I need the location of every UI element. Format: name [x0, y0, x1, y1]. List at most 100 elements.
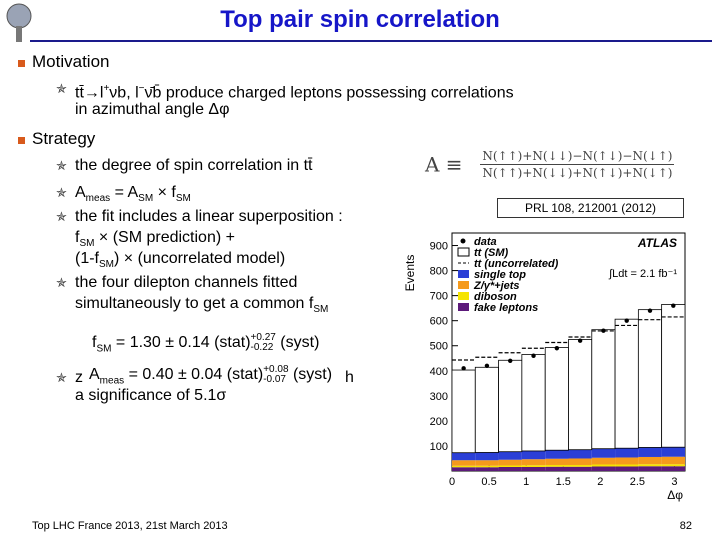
x-tick-label: 0.5: [481, 476, 496, 488]
superscript: +0.08: [263, 364, 289, 375]
bar-segment: [614, 318, 639, 449]
section-heading: Motivation: [32, 52, 110, 71]
y-tick-label: 700: [430, 291, 448, 303]
bullet-line: fSM × (SM prediction) +: [75, 228, 235, 254]
bullet-line: h: [345, 369, 354, 386]
text: νb, l: [109, 84, 139, 102]
lumi-label: ∫Ldt = 2.1 fb⁻¹: [608, 268, 677, 280]
text: A: [75, 184, 86, 201]
bar-segment: [661, 447, 685, 457]
chart: 100 200 300 400 500 600 700 800 900 0 0.5 1 1.5 2 2.5 3…: [403, 232, 686, 502]
legend-label: tt (SM): [474, 247, 509, 259]
reference: PRL 108, 212001 (2012): [497, 198, 684, 218]
fraction: N(↑↑)+N(↓↓)−N(↑↓)−N(↓↑) N(↑↑)+N(↓↓)+N(↑↓…: [480, 148, 675, 181]
subscript: SM: [99, 259, 114, 271]
y-tick-label: 600: [430, 316, 448, 328]
bar-segment: [638, 456, 662, 465]
bullet: [18, 137, 25, 144]
sup-sub: +0.08 -0.07: [263, 365, 288, 385]
bar-segment: [545, 458, 569, 465]
x-tick-label: 2.5: [630, 476, 645, 488]
sup-sub: +0.27 -0.22: [251, 333, 276, 353]
subscript: SM: [175, 193, 191, 205]
text: simultaneously to get a common f: [75, 295, 314, 312]
bullet-line: z: [75, 369, 83, 386]
x-tick-label: 1.5: [556, 476, 571, 488]
bar-segment: [498, 451, 522, 460]
bar-segment: [568, 339, 593, 451]
bar-segment: [498, 359, 523, 453]
text: the fit includes a linear superposition …: [75, 208, 343, 225]
x-tick-label: 2: [597, 476, 603, 488]
data-point: [554, 346, 560, 351]
text: f: [75, 229, 80, 246]
bar-segment: [521, 354, 546, 452]
legend-label: tt (uncorrelated): [474, 258, 559, 270]
bar-segment: [521, 459, 546, 466]
page-number: 82: [679, 520, 692, 532]
subscript: SM: [79, 238, 95, 250]
y-tick-label: 900: [430, 241, 448, 253]
slide-title: Top pair spin correlation: [220, 6, 500, 33]
text: the degree of spin correlation in tt̄: [75, 157, 313, 174]
result-fsm: fSM = 1.30 ± 0.14 (stat) +0.27 -0.22 (syst…: [89, 332, 323, 356]
bar-segment: [452, 465, 476, 468]
subscript: meas: [99, 375, 125, 387]
bar-segment: [568, 464, 592, 467]
sub-bullet: ✯: [56, 275, 67, 290]
text: (syst): [288, 366, 333, 384]
bar-segment: [452, 460, 476, 466]
text: A: [89, 366, 100, 384]
bar-segment: [591, 464, 616, 467]
bar-segment: [451, 369, 476, 454]
text: ) × (uncorrelated model): [114, 250, 286, 267]
bar-segment: [475, 465, 499, 468]
text: in azimuthal angle Δφ: [75, 101, 230, 118]
sub-bullet: ✯: [56, 158, 67, 173]
bar-segment: [638, 464, 662, 467]
bar-segment: [591, 466, 616, 471]
data-point: [601, 328, 606, 333]
legend-swatch: [457, 247, 470, 257]
bar-segment: [521, 466, 546, 471]
bar-segment: [568, 466, 592, 471]
x-tick-label: 1: [523, 476, 529, 488]
text: = A: [110, 184, 139, 201]
x-tick-label: 0: [449, 476, 455, 488]
legend-swatch: [460, 238, 466, 244]
superscript: −: [138, 83, 145, 94]
bar-segment: [615, 448, 639, 458]
text: (syst): [275, 334, 320, 352]
text: × (SM prediction) +: [94, 229, 235, 246]
text: f: [92, 334, 97, 352]
text: ν̄b̄ produce charged leptons possessing …: [144, 84, 514, 102]
bar-segment: [591, 457, 616, 465]
data-point: [531, 353, 536, 358]
bar-segment: [521, 450, 546, 460]
bullet-line: (1-fSM) × (uncorrelated model): [75, 249, 285, 275]
subscript: -0.07: [263, 374, 286, 385]
data-point: [671, 303, 676, 308]
bar-segment: [637, 309, 663, 448]
bar-segment: [545, 464, 569, 467]
bullet-line: simultaneously to get a common fSM: [75, 294, 328, 320]
superscript: +: [103, 83, 110, 94]
legend-label: data: [474, 236, 497, 248]
data-point: [647, 308, 653, 313]
text: × f: [153, 184, 176, 201]
bullet-line: Ameas = ASM × fSM: [75, 183, 191, 209]
legend-label: single top: [474, 269, 526, 281]
bar-segment: [498, 465, 522, 467]
result-ameas: Ameas = 0.40 ± 0.04 (stat) +0.08 -0.07 (sy…: [86, 364, 336, 388]
bar-segment: [544, 347, 569, 451]
title-rule: [30, 40, 712, 42]
denominator: N(↑↑)+N(↓↓)+N(↑↓)+N(↓↑): [482, 166, 673, 180]
y-axis-label: Events: [403, 255, 417, 292]
formula: A ≡ N(↑↑)+N(↓↓)−N(↑↓)−N(↓↑) N(↑↑)+N(↓↓)+…: [425, 148, 675, 181]
legend-label: fake leptons: [474, 302, 538, 314]
bar-segment: [615, 466, 639, 471]
bar-segment: [545, 450, 569, 459]
sub-bullet: ✯: [56, 209, 67, 224]
